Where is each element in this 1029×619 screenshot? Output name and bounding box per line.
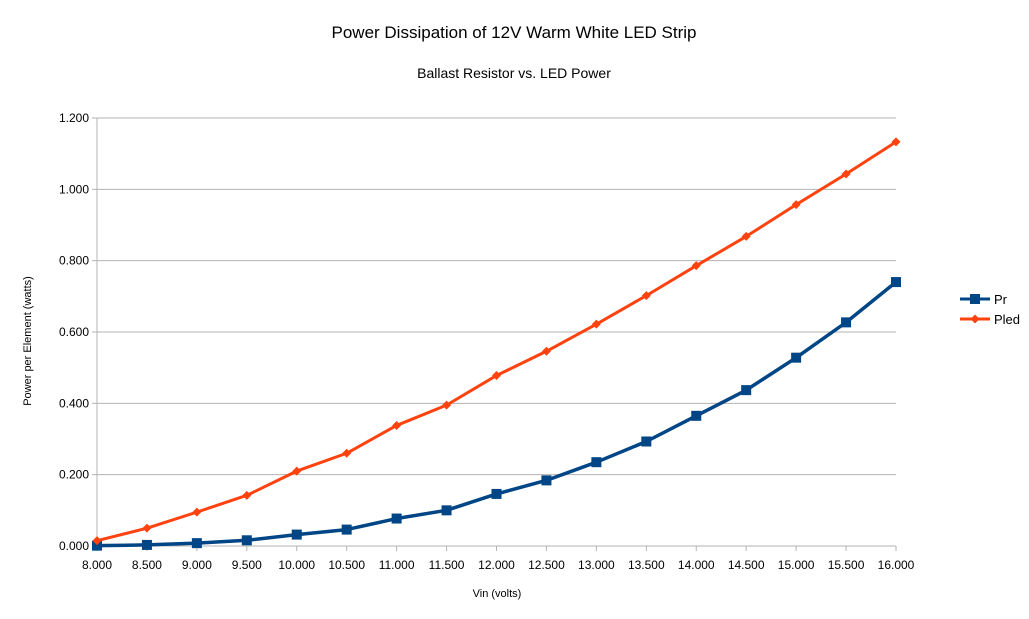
data-point-square — [191, 538, 202, 549]
y-tick-label: 1.000 — [59, 182, 89, 196]
data-point-square — [92, 540, 102, 551]
x-tick-label: 8.500 — [132, 558, 162, 572]
x-tick-label: 11.000 — [379, 558, 415, 572]
x-tick-label: 10.500 — [328, 558, 365, 572]
data-point-square — [341, 524, 352, 535]
data-point-diamond — [442, 400, 452, 410]
series-line — [96, 140, 897, 543]
data-point-diamond — [841, 169, 851, 179]
data-point-diamond — [791, 200, 801, 210]
data-point-diamond — [142, 523, 152, 533]
x-tick-label: 9.500 — [232, 558, 262, 572]
data-point-square — [741, 385, 752, 396]
data-point-diamond — [392, 420, 402, 430]
x-tick-label: 10.000 — [278, 558, 315, 572]
y-tick-label: 0.800 — [59, 254, 89, 268]
tick-labels: 0.000 0.200 0.400 0.600 0.800 1.000 1.200 8.000… — [59, 111, 915, 572]
x-tick-label: 8.000 — [82, 558, 112, 572]
x-tick-label: 12.500 — [528, 558, 565, 572]
legend-item-pled: Pled — [960, 312, 1020, 327]
data-point-diamond — [891, 137, 901, 147]
x-tick-label: 13.000 — [578, 558, 615, 572]
legend: Pr Pled — [960, 292, 1020, 327]
x-axis-label: Vin (volts) — [473, 588, 522, 600]
data-point-diamond — [292, 466, 302, 476]
data-point-diamond — [741, 231, 751, 241]
chart-title: Power Dissipation of 12V Warm White LED … — [332, 23, 697, 42]
data-point-square — [541, 475, 552, 486]
legend-item-pr: Pr — [960, 292, 1008, 307]
legend-label: Pr — [994, 292, 1008, 307]
data-point-square — [691, 410, 702, 421]
y-axis-label: Power per Element (watts) — [22, 276, 34, 406]
data-point-square — [291, 529, 302, 540]
data-point-diamond — [541, 346, 551, 356]
data-point-square — [441, 505, 452, 516]
x-tick-label: 9.000 — [182, 558, 212, 572]
grid-lines — [97, 117, 896, 547]
x-tick-label: 11.500 — [429, 558, 465, 572]
data-point-square — [791, 352, 802, 363]
data-point-square — [641, 436, 652, 447]
y-tick-label: 0.000 — [59, 539, 89, 553]
series-pled — [92, 137, 901, 546]
data-point-square — [391, 513, 402, 524]
data-point-diamond — [641, 291, 651, 301]
data-point-diamond — [970, 314, 980, 324]
x-tick-label: 16.000 — [878, 558, 915, 572]
data-point-diamond — [242, 490, 252, 500]
data-point-square — [141, 539, 152, 550]
data-point-square — [841, 317, 852, 328]
x-tick-label: 13.500 — [628, 558, 665, 572]
data-point-square — [891, 277, 901, 288]
series-pr — [92, 277, 901, 551]
data-point-diamond — [591, 319, 601, 329]
data-point-diamond — [92, 536, 102, 546]
y-tick-label: 0.600 — [59, 325, 89, 339]
x-tick-label: 15.500 — [828, 558, 865, 572]
series-group — [92, 137, 901, 551]
x-tick-label: 12.000 — [478, 558, 515, 572]
data-point-diamond — [192, 507, 202, 517]
data-point-square — [591, 457, 602, 468]
x-tick-label: 15.000 — [778, 558, 815, 572]
data-point-square — [491, 488, 502, 499]
x-tick-label: 14.000 — [678, 558, 715, 572]
y-tick-label: 0.200 — [59, 468, 89, 482]
data-point-diamond — [492, 371, 501, 381]
chart-subtitle: Ballast Resistor vs. LED Power — [417, 65, 611, 81]
data-point-square — [970, 294, 980, 304]
y-tick-label: 0.400 — [59, 396, 89, 410]
legend-label: Pled — [994, 312, 1020, 327]
data-point-diamond — [342, 448, 352, 458]
data-point-diamond — [691, 261, 701, 271]
y-tick-label: 1.200 — [59, 111, 89, 125]
data-point-square — [241, 535, 252, 546]
x-tick-label: 14.500 — [728, 558, 765, 572]
axes — [92, 117, 897, 551]
